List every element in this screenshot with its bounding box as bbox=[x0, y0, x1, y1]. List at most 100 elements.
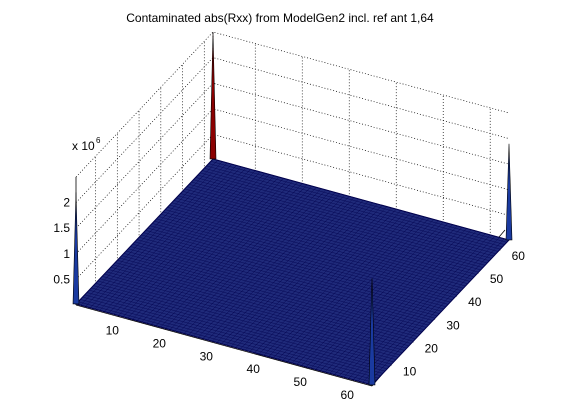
mesh-line bbox=[75, 158, 214, 305]
mesh-line bbox=[167, 207, 464, 289]
peak-spike bbox=[209, 31, 217, 160]
mesh-line bbox=[130, 246, 427, 328]
mesh-line bbox=[212, 196, 350, 342]
tick-labels: 10 20 30 40 50 60 10 20 30 40 50 60 0.5 1 1.5 2 bbox=[53, 196, 525, 402]
mesh-line bbox=[221, 198, 359, 345]
surface bbox=[75, 158, 510, 386]
mesh-line bbox=[291, 217, 430, 364]
mesh-line bbox=[306, 221, 444, 368]
mesh-line bbox=[180, 193, 477, 275]
mesh-line bbox=[184, 188, 481, 271]
mesh-line bbox=[301, 220, 439, 366]
mesh-line bbox=[193, 190, 331, 337]
mesh-line bbox=[249, 206, 388, 352]
mesh-line bbox=[86, 292, 383, 374]
mesh-line bbox=[165, 209, 462, 291]
z-tick-label: 1.5 bbox=[53, 221, 70, 235]
mesh-line bbox=[136, 175, 275, 321]
mesh-line bbox=[197, 192, 336, 338]
mesh-line bbox=[334, 229, 472, 375]
mesh-line bbox=[182, 190, 479, 273]
mesh-line bbox=[117, 260, 414, 342]
grid-line bbox=[75, 82, 510, 229]
mesh-line bbox=[75, 303, 373, 386]
mesh-line bbox=[191, 181, 488, 264]
x-tick-label: 20 bbox=[153, 336, 167, 350]
mesh-line bbox=[132, 174, 270, 320]
mesh-line bbox=[128, 248, 425, 330]
mesh-line bbox=[134, 241, 431, 324]
mesh-line bbox=[85, 161, 223, 307]
mesh-line bbox=[97, 280, 394, 363]
mesh-line bbox=[146, 178, 284, 324]
mesh-line bbox=[78, 301, 375, 383]
mesh-line bbox=[263, 210, 402, 356]
mesh-line bbox=[273, 212, 411, 359]
mesh-line bbox=[156, 218, 453, 301]
mesh-line bbox=[244, 205, 383, 351]
mesh-line bbox=[150, 179, 289, 325]
mesh-line bbox=[315, 224, 453, 370]
grid-line bbox=[75, 108, 510, 255]
mesh-line bbox=[202, 193, 341, 339]
mesh-line bbox=[160, 213, 457, 296]
y-tick-label: 40 bbox=[468, 295, 482, 309]
peak-spike bbox=[368, 278, 376, 386]
mesh-line bbox=[343, 232, 481, 378]
grid-line bbox=[75, 134, 510, 280]
z-tick-label: 1 bbox=[63, 247, 70, 261]
z-exponent-power: 6 bbox=[96, 136, 101, 145]
mesh-line bbox=[127, 172, 265, 319]
mesh-line bbox=[141, 176, 279, 323]
mesh-line bbox=[338, 230, 477, 377]
mesh-line bbox=[212, 158, 510, 241]
mesh-line bbox=[197, 174, 494, 257]
mesh-line bbox=[183, 188, 322, 334]
mesh-line bbox=[160, 181, 298, 328]
mesh-line bbox=[99, 165, 237, 311]
peaks bbox=[72, 31, 513, 386]
grid-line bbox=[75, 57, 510, 203]
mesh-line bbox=[165, 183, 303, 329]
x-tick-label: 30 bbox=[200, 349, 214, 363]
mesh-line bbox=[169, 204, 466, 287]
mesh-line bbox=[259, 208, 397, 355]
mesh-line bbox=[99, 278, 396, 360]
peak-spike bbox=[505, 143, 513, 241]
mesh-line bbox=[179, 187, 317, 333]
y-tick-label: 50 bbox=[490, 272, 504, 286]
mesh-line bbox=[89, 162, 228, 309]
mesh-line bbox=[204, 167, 501, 250]
mesh-line bbox=[216, 197, 355, 343]
x-axis-line bbox=[75, 304, 373, 387]
mesh-line bbox=[210, 161, 507, 243]
mesh-line bbox=[226, 199, 364, 346]
chart-title: Contaminated abs(Rxx) from ModelGen2 inc… bbox=[126, 11, 434, 25]
mesh-line bbox=[254, 207, 392, 354]
peak-spike bbox=[72, 192, 80, 305]
mesh-line bbox=[158, 216, 455, 298]
mesh-line bbox=[173, 200, 470, 282]
mesh-line bbox=[282, 215, 420, 361]
mesh-line bbox=[143, 232, 440, 314]
mesh-line bbox=[357, 235, 496, 382]
mesh-line bbox=[162, 211, 460, 294]
mesh-line bbox=[171, 202, 468, 284]
mesh-line bbox=[80, 160, 218, 306]
mesh-line bbox=[154, 220, 451, 303]
mesh-line bbox=[110, 266, 407, 349]
mesh-line bbox=[207, 194, 345, 341]
mesh-line bbox=[310, 223, 449, 369]
z-exponent-label: x 10 bbox=[72, 139, 95, 153]
mesh-line bbox=[367, 238, 505, 384]
grid-line bbox=[75, 31, 510, 178]
mesh-line bbox=[186, 186, 483, 268]
mesh-line bbox=[102, 276, 399, 358]
z-tick-label: 0.5 bbox=[53, 272, 70, 286]
mesh-line bbox=[240, 203, 378, 350]
mesh-line bbox=[371, 239, 510, 386]
mesh-line bbox=[296, 219, 435, 365]
y-tick-label: 20 bbox=[425, 341, 439, 355]
